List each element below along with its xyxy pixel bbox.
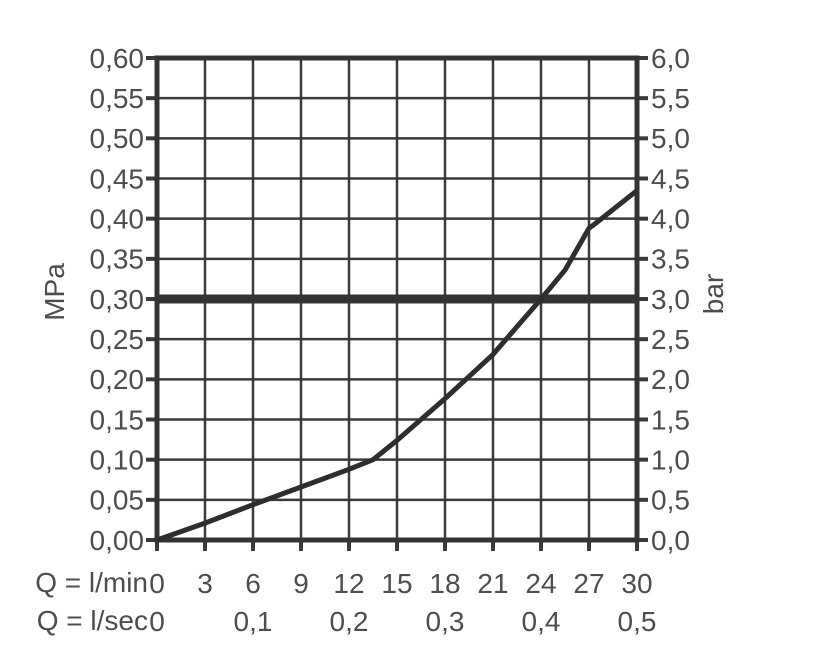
x-axis-unit-lmin: Q = l/min xyxy=(35,567,148,598)
y-right-tick-label-4,5: 4,5 xyxy=(651,163,690,194)
x-lmin-tick-label-18: 18 xyxy=(429,568,460,599)
x-axis-unit-lsec: Q = l/sec xyxy=(36,605,148,636)
x-lsec-tick-label-0: 0 xyxy=(149,606,165,637)
x-lmin-tick-label-24: 24 xyxy=(525,568,556,599)
x-lmin-tick-label-30: 30 xyxy=(621,568,652,599)
x-lmin-tick-label-3: 3 xyxy=(197,568,213,599)
right-axis-title: bar xyxy=(698,273,729,315)
y-left-tick-label-0,30: 0,30 xyxy=(90,284,145,315)
y-right-tick-label-1,5: 1,5 xyxy=(651,404,690,435)
y-left-tick-label-0,25: 0,25 xyxy=(90,324,145,355)
y-left-tick-label-0,15: 0,15 xyxy=(90,404,145,435)
y-right-tick-label-2,5: 2,5 xyxy=(651,324,690,355)
y-left-tick-label-0,55: 0,55 xyxy=(90,83,145,114)
x-lmin-tick-label-15: 15 xyxy=(381,568,412,599)
y-right-tick-label-1,0: 1,0 xyxy=(651,444,690,475)
pressure-flow-curve xyxy=(156,188,639,543)
y-left-tick-label-0,20: 0,20 xyxy=(90,364,145,395)
x-lsec-tick-label-0,2: 0,2 xyxy=(330,606,369,637)
y-left-tick-label-0,05: 0,05 xyxy=(90,485,145,516)
y-left-tick-label-0,10: 0,10 xyxy=(90,444,145,475)
x-lmin-tick-label-6: 6 xyxy=(245,568,261,599)
x-lmin-tick-label-12: 12 xyxy=(333,568,364,599)
y-left-tick-label-0,50: 0,50 xyxy=(90,123,145,154)
y-right-tick-label-2,0: 2,0 xyxy=(651,364,690,395)
y-right-tick-label-6,0: 6,0 xyxy=(651,43,690,74)
x-lsec-tick-label-0,5: 0,5 xyxy=(618,606,657,637)
y-right-tick-label-0,0: 0,0 xyxy=(651,525,690,556)
y-right-tick-label-3,5: 3,5 xyxy=(651,244,690,275)
x-lmin-tick-label-0: 0 xyxy=(149,568,165,599)
y-left-tick-label-0,45: 0,45 xyxy=(90,163,145,194)
y-right-tick-label-0,5: 0,5 xyxy=(651,485,690,516)
left-axis-title: MPa xyxy=(39,263,70,321)
y-left-tick-label-0,60: 0,60 xyxy=(90,43,145,74)
x-lsec-tick-label-0,3: 0,3 xyxy=(426,606,465,637)
y-right-tick-label-4,0: 4,0 xyxy=(651,203,690,234)
y-left-tick-label-0,00: 0,00 xyxy=(90,525,145,556)
x-lsec-tick-label-0,4: 0,4 xyxy=(522,606,561,637)
x-lmin-tick-label-9: 9 xyxy=(293,568,309,599)
x-lmin-tick-label-27: 27 xyxy=(573,568,604,599)
x-lmin-tick-label-21: 21 xyxy=(477,568,508,599)
y-left-tick-label-0,35: 0,35 xyxy=(90,244,145,275)
x-lsec-tick-label-0,1: 0,1 xyxy=(234,606,273,637)
y-right-tick-label-3,0: 3,0 xyxy=(651,284,690,315)
y-right-tick-label-5,0: 5,0 xyxy=(651,123,690,154)
y-right-tick-label-5,5: 5,5 xyxy=(651,83,690,114)
y-left-tick-label-0,40: 0,40 xyxy=(90,203,145,234)
